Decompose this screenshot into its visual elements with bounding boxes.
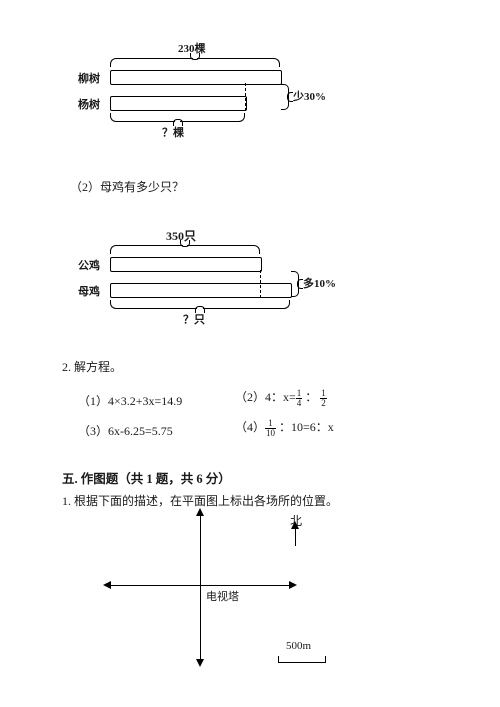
d2-bar-1 (110, 257, 262, 272)
d1-gap-label: 少30% (293, 88, 326, 104)
d2-top-value: 350只 (166, 227, 196, 244)
eq2-mid: ： (302, 390, 320, 404)
eq-2: （2）4：x=14 ： 12 (235, 388, 327, 408)
d2-bar-2 (110, 283, 292, 298)
eq4-rest: ：10=6：x (276, 420, 334, 434)
q2-heading: 2. 解方程。 (62, 358, 122, 375)
d2-top-brace (110, 245, 260, 253)
d1-top-value: 230棵 (178, 40, 206, 56)
d1-gap-brace (281, 84, 289, 110)
eq-4: （4）110 ：10=6：x (235, 418, 334, 438)
axis-arrow-right (289, 581, 297, 589)
eq2-frac2: 12 (320, 389, 327, 408)
eq4-frac1: 110 (265, 419, 276, 438)
d2-bottom-brace (110, 300, 290, 308)
axis-arrow-left (103, 581, 111, 589)
eq-1: （1）4×3.2+3x=14.9 (78, 392, 182, 409)
north-arrow (291, 521, 299, 529)
axis-arrow-up (196, 508, 204, 516)
d1-top-brace (110, 58, 280, 66)
d2-gap-brace (291, 271, 299, 297)
d2-bottom-q: ？只 (183, 311, 205, 327)
d1-row1-label: 柳树 (78, 70, 100, 86)
axis-arrow-down (196, 659, 204, 667)
eq2-prefix: （2）4：x= (235, 390, 296, 404)
axis-center-label: 电视塔 (206, 588, 239, 604)
eq-3: （3）6x-6.25=5.75 (78, 422, 173, 439)
eq4-prefix: （4） (235, 420, 265, 434)
d1-bar-2 (110, 96, 247, 111)
scale-bar (278, 656, 326, 663)
d1-row2-label: 杨树 (78, 96, 100, 112)
d2-dash (260, 270, 261, 298)
axis-v (200, 515, 201, 660)
d1-bottom-q: ？棵 (162, 124, 184, 140)
d1-bar-1 (110, 70, 282, 85)
d2-row1-label: 公鸡 (78, 257, 100, 273)
d1-bottom-brace (110, 113, 245, 121)
d1-dash (245, 83, 246, 111)
north-line (295, 528, 296, 546)
scale-label: 500m (286, 640, 311, 652)
q5-1-text: 1. 根据下面的描述，在平面图上标出各场所的位置。 (62, 492, 338, 509)
section5-heading: 五. 作图题（共 1 题，共 6 分） (62, 468, 231, 487)
d2-row2-label: 母鸡 (78, 283, 100, 299)
q1-2-text: （2）母鸡有多少只？ (70, 178, 184, 195)
d2-gap-label: 多10% (303, 275, 336, 291)
